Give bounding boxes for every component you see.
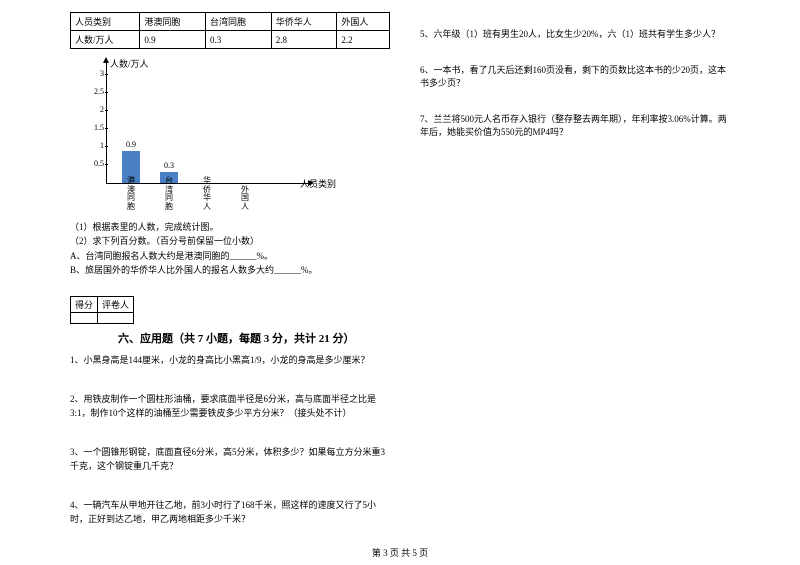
y-axis (106, 63, 107, 184)
data-table: 人员类别 港澳同胞 台湾同胞 华侨华人 外国人 人数/万人 0.9 0.3 2.… (70, 12, 390, 49)
xtick-2: 台湾同胞 (162, 177, 176, 212)
ytick: 1.5 (90, 123, 104, 132)
th-1: 港澳同胞 (140, 13, 206, 31)
score-label: 得分 (71, 296, 98, 312)
val-2: 0.3 (206, 31, 272, 49)
ytick: 1 (90, 141, 104, 150)
section-title: 六、应用题（共 7 小题，每题 3 分，共计 21 分） (118, 330, 390, 346)
bar-label-1: 0.9 (121, 140, 141, 149)
question-1: 1、小黑身高是144厘米，小龙的身高比小黑高1/9，小龙的身高是多少厘米？ (70, 354, 390, 368)
question-7: 7、兰兰将500元人名币存入银行（整存整去两年期），年利率按3.06%计算。两年… (420, 113, 730, 140)
th-3: 华侨华人 (271, 13, 337, 31)
score-table: 得分 评卷人 (70, 296, 134, 324)
note-a: A、台湾同胞报名人数大约是港澳同胞的______%。 (70, 249, 390, 263)
ytick: 2 (90, 105, 104, 114)
score-box: 得分 评卷人 (70, 296, 390, 324)
question-6: 6、一本书，看了几天后还剩160页没看，剩下的页数比这本书的少20页，这本书多少… (420, 64, 730, 91)
xtick-1: 港澳同胞 (124, 177, 138, 212)
bar-label-2: 0.3 (159, 161, 179, 170)
val-1: 0.9 (140, 31, 206, 49)
question-3: 3、一个圆锥形钢锭，底面直径6分米，高5分米，体积多少？如果每立方分米重3千克，… (70, 446, 390, 473)
bar-chart: 人数/万人 人员类别 0.5 1 1.5 2 2.5 3 0.9 0.3 港澳同… (82, 57, 312, 212)
xtick-3: 华侨华人 (200, 177, 214, 212)
th-2: 台湾同胞 (206, 13, 272, 31)
val-3: 2.8 (271, 31, 337, 49)
note-2: （2）求下列百分数。（百分号前保留一位小数） (70, 234, 390, 248)
th-4: 外国人 (337, 13, 390, 31)
question-2: 2、用铁皮制作一个圆柱形油桶，要求底面半径是6分米，高与底面半径之比是3:1，制… (70, 393, 390, 420)
ytick: 0.5 (90, 159, 104, 168)
page-footer: 第 3 页 共 5 页 (0, 546, 800, 559)
score-cell (71, 312, 98, 323)
row-label: 人数/万人 (71, 31, 140, 49)
note-1: （1）根据表里的人数，完成统计图。 (70, 220, 390, 234)
question-4: 4、一辆汽车从甲地开往乙地，前3小时行了168千米，照这样的速度又行了5小时，正… (70, 499, 390, 526)
note-b: B、旅居国外的华侨华人比外国人的报名人数多大约______%。 (70, 263, 390, 277)
ytick: 2.5 (90, 87, 104, 96)
ytick: 3 (90, 69, 104, 78)
grader-cell (98, 312, 134, 323)
y-axis-label: 人数/万人 (110, 57, 149, 70)
grader-label: 评卷人 (98, 296, 134, 312)
th-category: 人员类别 (71, 13, 140, 31)
question-5: 5、六年级（1）班有男生20人，比女生少20%，六（1）班共有学生多少人？ (420, 28, 730, 42)
xtick-4: 外国人 (238, 186, 252, 212)
chart-notes: （1）根据表里的人数，完成统计图。 （2）求下列百分数。（百分号前保留一位小数）… (70, 220, 390, 278)
val-4: 2.2 (337, 31, 390, 49)
